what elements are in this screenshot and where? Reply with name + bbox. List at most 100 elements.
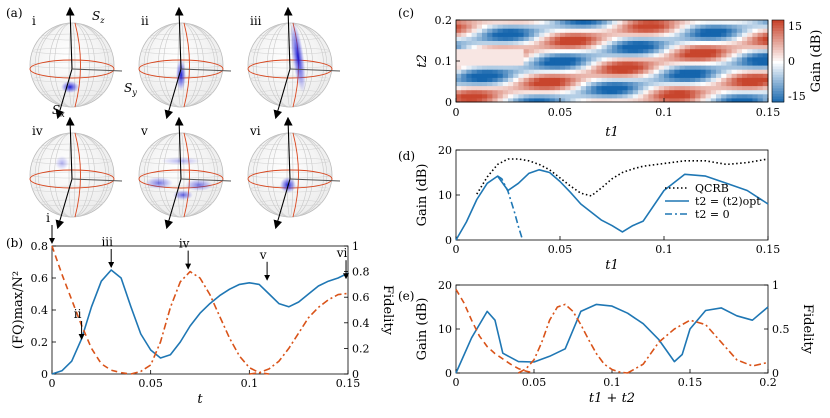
heatmap-cell: [476, 69, 483, 74]
heatmap-cell: [643, 97, 649, 103]
heatmap-cell: [684, 56, 691, 62]
heatmap-cell: [482, 52, 488, 58]
heatmap-cell: [643, 32, 649, 37]
heatmap-cell: [752, 48, 759, 54]
heatmap-cell: [674, 40, 681, 46]
heatmap-cell: [695, 40, 701, 46]
colorbar-cell: [772, 80, 784, 84]
heatmap-cell: [492, 44, 499, 50]
heatmap-cell: [653, 85, 660, 91]
heatmap-cell: [487, 77, 493, 82]
heatmap-cell: [606, 69, 613, 74]
heatmap-cell: [539, 36, 545, 41]
heatmap-cell: [669, 40, 675, 46]
heatmap-cell: [606, 56, 613, 62]
meridian-line: [38, 22, 106, 108]
heatmap-cell: [560, 61, 566, 66]
heatmap-cell: [674, 52, 681, 58]
heatmap-cell: [710, 48, 717, 54]
heatmap-cell: [523, 36, 530, 41]
heatmap-cell: [726, 89, 733, 95]
heatmap-cell: [508, 28, 514, 33]
heatmap-cell: [742, 89, 748, 95]
heatmap-cell: [513, 85, 519, 91]
heatmap-cell: [664, 56, 670, 62]
heatmap-cell: [653, 81, 660, 87]
heatmap-cell: [476, 40, 483, 46]
heatmap-cell: [534, 52, 540, 58]
heatmap-cell: [695, 81, 701, 87]
heatmap-cell: [658, 81, 665, 87]
heatmap-cell: [716, 36, 722, 41]
heatmap-cell: [497, 20, 504, 25]
heatmap-cell: [476, 97, 483, 103]
parallel-line: [40, 199, 104, 207]
heatmap-cell: [591, 81, 597, 87]
heatmap-cell: [674, 48, 681, 54]
heatmap-cell: [601, 52, 608, 58]
bloch-sphere-vi: vi: [247, 116, 341, 230]
x-tick-label: 0.1: [603, 376, 621, 389]
heatmap-cell: [471, 32, 478, 37]
heatmap-cell: [752, 77, 759, 82]
heatmap-cell: [487, 44, 493, 50]
heatmap-cell: [456, 36, 462, 41]
heatmap-cell: [580, 85, 587, 91]
heatmap-cell: [591, 28, 597, 33]
heatmap-cell: [549, 97, 556, 103]
heatmap-cell: [518, 48, 525, 54]
heatmap-cell: [674, 65, 681, 70]
x-tick-label: 0: [49, 377, 56, 390]
heatmap-cell: [648, 69, 655, 74]
heatmap-cell: [586, 97, 592, 103]
heatmap-cell: [674, 32, 681, 37]
heatmap-cell: [539, 77, 545, 82]
heatmap-cell: [632, 48, 639, 54]
heatmap-cell: [560, 97, 566, 103]
heatmap-cell: [643, 61, 649, 66]
heatmap-cell: [648, 56, 655, 62]
heatmap-cell: [679, 32, 686, 37]
heatmap-cell: [658, 65, 665, 70]
heatmap-cell: [523, 77, 530, 82]
heatmap-cell: [565, 48, 571, 54]
heatmap-cell: [679, 81, 686, 87]
heatmap-cell: [482, 56, 488, 62]
heatmap-cell: [617, 93, 623, 99]
sz-axis-arrow: [283, 6, 293, 70]
heatmap-cell: [731, 32, 738, 37]
heatmap-cell: [710, 28, 717, 33]
colorbar-cell: [772, 33, 784, 37]
heatmap-cell: [710, 52, 717, 58]
colorbar-label: Gain (dB): [809, 30, 824, 93]
heatmap-cell: [575, 77, 582, 82]
heatmap-cell: [664, 77, 670, 82]
heatmap-cell: [736, 89, 743, 95]
heatmap-cell: [456, 48, 462, 54]
sy-axis-line: [71, 178, 123, 182]
heatmap-cell: [570, 77, 577, 82]
heatmap-cell: [476, 56, 483, 62]
heatmap-cell: [565, 85, 571, 91]
heatmap-cell: [528, 40, 535, 46]
heatmap-cell: [695, 44, 701, 50]
heatmap-cell: [549, 52, 556, 58]
heatmap-cell: [612, 52, 618, 58]
heatmap-cell: [632, 77, 639, 82]
heatmap-cell: [716, 28, 722, 33]
x-tick-label: 0.05: [548, 106, 573, 119]
heatmap-cell: [482, 36, 488, 41]
heatmap-cell: [700, 40, 707, 46]
heatmap-cell: [513, 48, 519, 54]
heatmap-cell: [762, 93, 769, 99]
heatmap-cell: [684, 69, 691, 74]
heatmap-cell: [518, 93, 525, 99]
heatmap-cell: [601, 93, 608, 99]
heatmap-cell: [461, 77, 467, 82]
heatmap-cell: [627, 32, 634, 37]
colorbar-tick-label: 15: [788, 20, 802, 33]
heatmap-cell: [731, 61, 738, 66]
heatmap-cell: [596, 28, 603, 33]
heatmap-cell: [492, 97, 499, 103]
